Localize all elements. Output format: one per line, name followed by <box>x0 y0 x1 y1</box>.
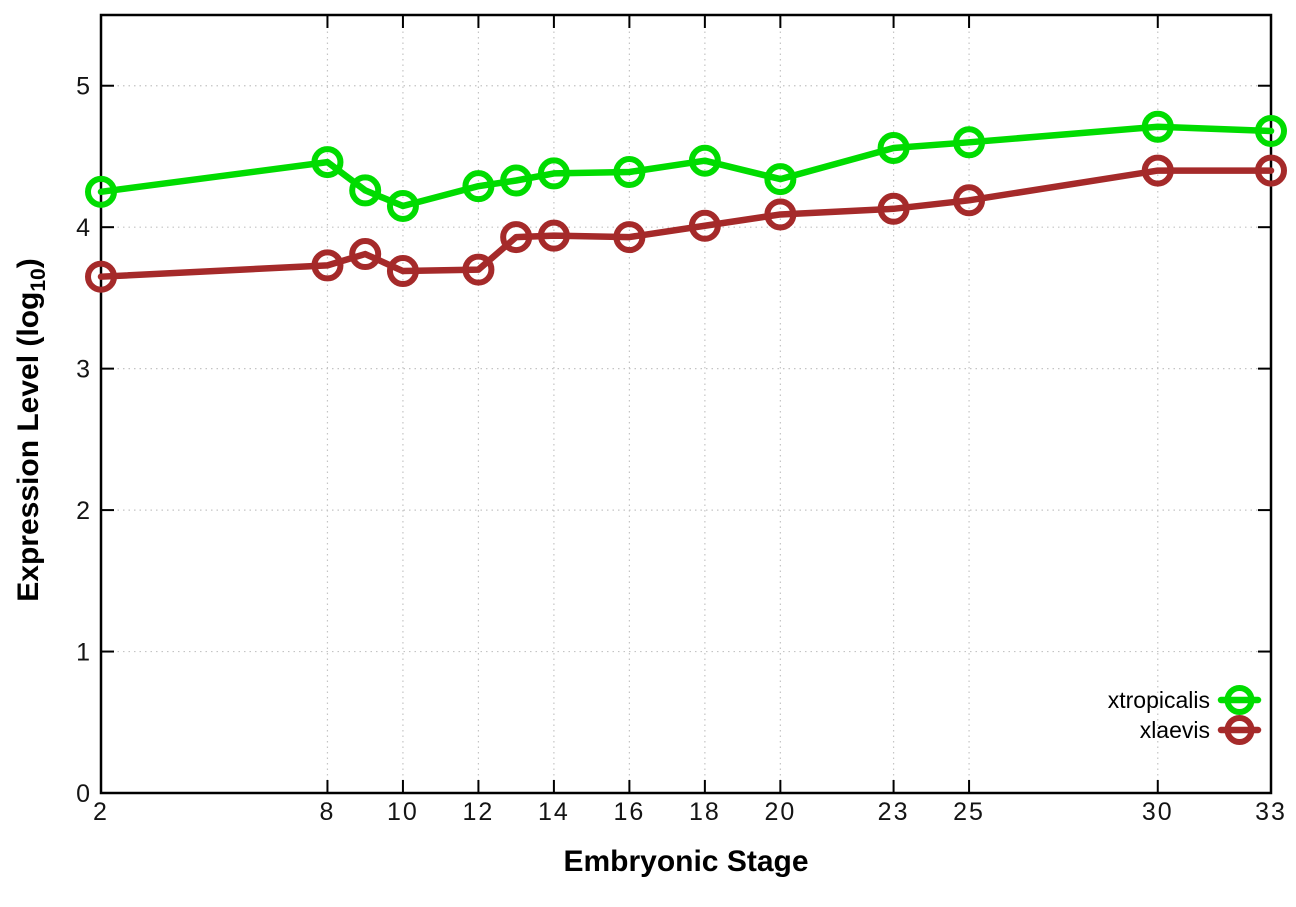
legend-item-xtropicalis: xtropicalis <box>1108 685 1262 715</box>
x-tick-labels: 2 8 10 12 14 16 18 20 23 25 30 33 <box>93 798 1287 826</box>
legend: xtropicalis xlaevis <box>1108 685 1262 745</box>
series-xtropicalis <box>85 110 1287 222</box>
legend-sample-marker <box>1224 715 1255 745</box>
data-point <box>1255 114 1287 147</box>
y-axis-title-main: Expression Level (log <box>12 292 45 602</box>
y-tick-label: 0 <box>76 780 92 808</box>
legend-label: xtropicalis <box>1108 687 1210 713</box>
x-tick-label: 14 <box>538 798 570 826</box>
y-tick-label: 3 <box>76 356 92 384</box>
data-point <box>349 238 382 271</box>
data-point <box>953 126 986 159</box>
y-tick-label: 2 <box>76 497 92 525</box>
data-point <box>953 184 986 217</box>
data-series <box>85 110 1287 293</box>
y-tick-label: 5 <box>76 73 92 101</box>
data-point <box>537 219 570 252</box>
data-point <box>311 146 344 179</box>
data-point <box>613 221 646 254</box>
data-point <box>877 131 910 164</box>
y-tick-label: 4 <box>76 214 92 242</box>
data-point <box>500 164 533 197</box>
data-point <box>1141 154 1174 187</box>
x-tick-label: 23 <box>878 798 910 826</box>
x-axis-title: Embryonic Stage <box>563 845 808 878</box>
data-point <box>85 260 117 293</box>
data-point <box>613 156 646 189</box>
data-point <box>462 253 495 286</box>
x-tick-label: 12 <box>463 798 495 826</box>
x-tick-label: 2 <box>93 798 109 826</box>
data-point <box>688 144 721 177</box>
x-tick-label: 8 <box>319 798 335 826</box>
data-point <box>85 175 117 208</box>
data-point <box>764 198 797 231</box>
data-point <box>386 255 419 288</box>
data-point <box>537 157 570 190</box>
y-axis-title-subscript: 10 <box>27 268 50 291</box>
data-point <box>764 163 797 196</box>
x-tick-label: 10 <box>387 798 419 826</box>
data-point <box>1141 110 1174 143</box>
data-point <box>688 209 721 242</box>
legend-sample-marker <box>1224 685 1255 715</box>
x-tick-label: 30 <box>1142 798 1174 826</box>
y-tick-label: 1 <box>76 639 92 667</box>
x-tick-label: 33 <box>1255 798 1287 826</box>
legend-label: xlaevis <box>1140 717 1210 743</box>
data-point <box>386 189 419 222</box>
data-point <box>500 221 533 254</box>
data-point <box>349 174 382 207</box>
y-axis-title: Expression Level (log10) <box>12 258 50 601</box>
x-tick-label: 18 <box>689 798 721 826</box>
x-tick-label: 20 <box>764 798 796 826</box>
series-xlaevis <box>85 154 1287 293</box>
data-point <box>877 192 910 225</box>
y-axis-title-close: ) <box>12 258 45 268</box>
data-point <box>311 249 344 282</box>
plot-border <box>99 13 1273 795</box>
y-tick-labels: 0 1 2 3 4 5 <box>76 73 92 808</box>
data-point <box>462 170 495 203</box>
x-tick-label: 25 <box>953 798 985 826</box>
x-tick-label: 16 <box>613 798 645 826</box>
data-point <box>1255 154 1287 187</box>
legend-item-xlaevis: xlaevis <box>1140 715 1262 745</box>
